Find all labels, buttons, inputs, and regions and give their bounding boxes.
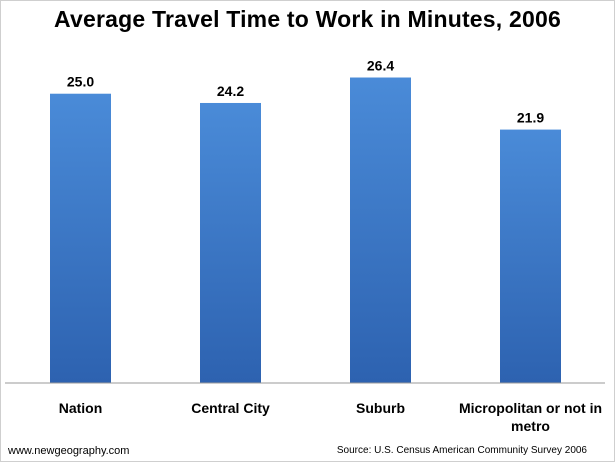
chart-title: Average Travel Time to Work in Minutes, … [54, 6, 561, 32]
data-label-3: 26.4 [367, 58, 394, 74]
bar-4 [500, 129, 561, 383]
category-label-4-line-1: Micropolitan or not in [459, 400, 602, 416]
bar-3 [350, 77, 411, 383]
data-label-1: 25.0 [67, 74, 94, 90]
source-note: Source: U.S. Census American Community S… [336, 445, 587, 456]
category-label-3: Suburb [356, 400, 405, 416]
category-label-1: Nation [59, 400, 103, 416]
website-credit[interactable]: www.newgeography.com [8, 445, 130, 457]
data-label-4: 21.9 [517, 110, 544, 126]
category-label-4-line-2: metro [511, 418, 550, 434]
data-label-2: 24.2 [217, 83, 244, 99]
bar-1 [50, 93, 111, 383]
bar-2 [200, 102, 261, 383]
category-label-2: Central City [191, 400, 270, 416]
